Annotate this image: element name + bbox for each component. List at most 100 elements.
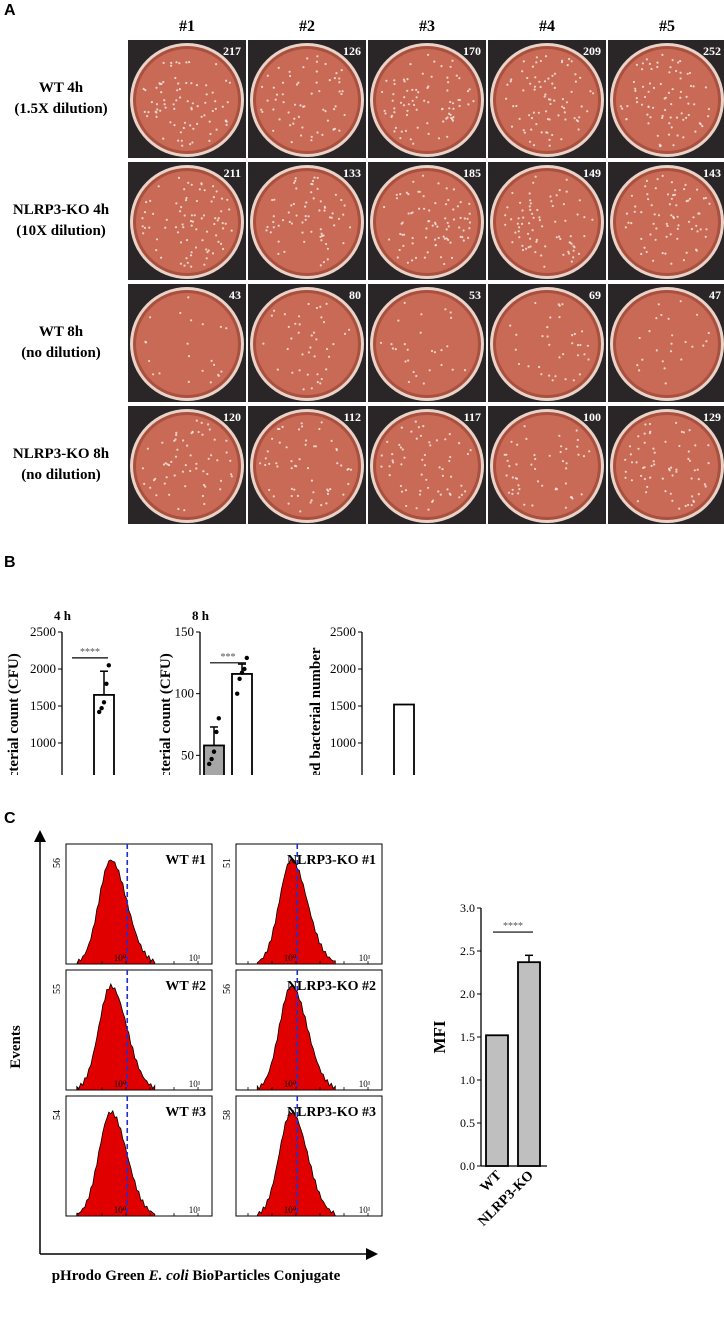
colony [342, 242, 345, 245]
colony [428, 220, 431, 223]
colony [161, 441, 164, 444]
colony [669, 233, 672, 236]
colony [660, 313, 663, 317]
colony-count-label: 217 [223, 44, 241, 58]
colony [512, 105, 515, 108]
y-tick-label: 50 [181, 747, 194, 762]
colony [262, 342, 265, 345]
colony [420, 473, 423, 476]
colony [333, 77, 336, 80]
colony [698, 212, 701, 215]
colony [315, 81, 318, 84]
colony [561, 98, 564, 101]
colony [525, 247, 528, 250]
colony-count-label: 170 [463, 44, 481, 58]
colony [634, 205, 637, 208]
colony [340, 464, 343, 467]
colony [403, 96, 406, 99]
colony [504, 223, 507, 226]
colony [562, 353, 565, 356]
plate-image [368, 162, 486, 280]
colony [630, 194, 633, 197]
colony [304, 443, 307, 446]
x-tick-label: 10⁰ [284, 1079, 297, 1089]
colony [266, 99, 269, 102]
colony [190, 214, 193, 217]
colony [200, 421, 203, 424]
colony [420, 313, 423, 316]
colony [669, 492, 672, 495]
colony [665, 235, 668, 238]
colony [650, 464, 653, 467]
colony [707, 444, 710, 447]
agar-plate: 211 [128, 162, 246, 280]
colony [319, 305, 322, 308]
colony [534, 457, 537, 461]
colony [526, 76, 529, 80]
colony [200, 217, 203, 220]
colony [448, 459, 451, 463]
colony [670, 342, 673, 345]
colony [187, 355, 191, 358]
colony [684, 504, 687, 508]
bar [485, 1034, 509, 1167]
colony [649, 476, 652, 479]
colony [583, 235, 586, 238]
colony [225, 123, 228, 126]
colony [575, 429, 578, 432]
colony [648, 422, 652, 426]
colony [141, 467, 144, 470]
colony [174, 76, 177, 80]
colony [388, 474, 391, 477]
colony [511, 492, 514, 495]
colony [304, 205, 307, 208]
colony [406, 78, 409, 81]
colony [628, 445, 632, 448]
plate-image [488, 284, 606, 402]
colony [201, 369, 204, 372]
colony [205, 257, 208, 260]
colony [319, 235, 322, 238]
colony [435, 439, 438, 442]
colony [288, 220, 291, 223]
colony [460, 484, 463, 487]
colony-count-label: 47 [709, 288, 721, 302]
colony [393, 82, 396, 86]
colony [562, 253, 565, 256]
colony [459, 201, 462, 204]
colony [194, 246, 198, 249]
plate-column-header: #5 [659, 18, 675, 35]
colony [670, 197, 673, 200]
colony [276, 465, 279, 468]
agar-surface [496, 415, 598, 517]
colony [162, 137, 165, 140]
colony [175, 202, 178, 205]
colony [565, 190, 568, 193]
colony [528, 222, 531, 225]
colony [434, 238, 437, 241]
colony [401, 448, 404, 451]
colony [272, 226, 275, 229]
colony [172, 103, 175, 106]
colony [657, 214, 661, 217]
colony [162, 80, 165, 84]
colony [225, 79, 228, 82]
colony [686, 72, 689, 75]
colony [536, 480, 540, 483]
colony [630, 222, 633, 225]
colony [195, 199, 198, 203]
histogram-panel: 51 10⁰ 10¹ NLRP3-KO #1 [222, 843, 383, 965]
colony [144, 341, 148, 344]
colony [273, 198, 276, 201]
colony [320, 421, 323, 424]
colony [578, 373, 581, 376]
colony [699, 228, 702, 231]
colony [447, 238, 450, 241]
colony [406, 109, 409, 112]
colony [418, 207, 421, 210]
colony [439, 493, 442, 496]
colony [181, 223, 184, 226]
colony [531, 212, 534, 215]
colony [535, 240, 538, 243]
colony [459, 235, 462, 238]
